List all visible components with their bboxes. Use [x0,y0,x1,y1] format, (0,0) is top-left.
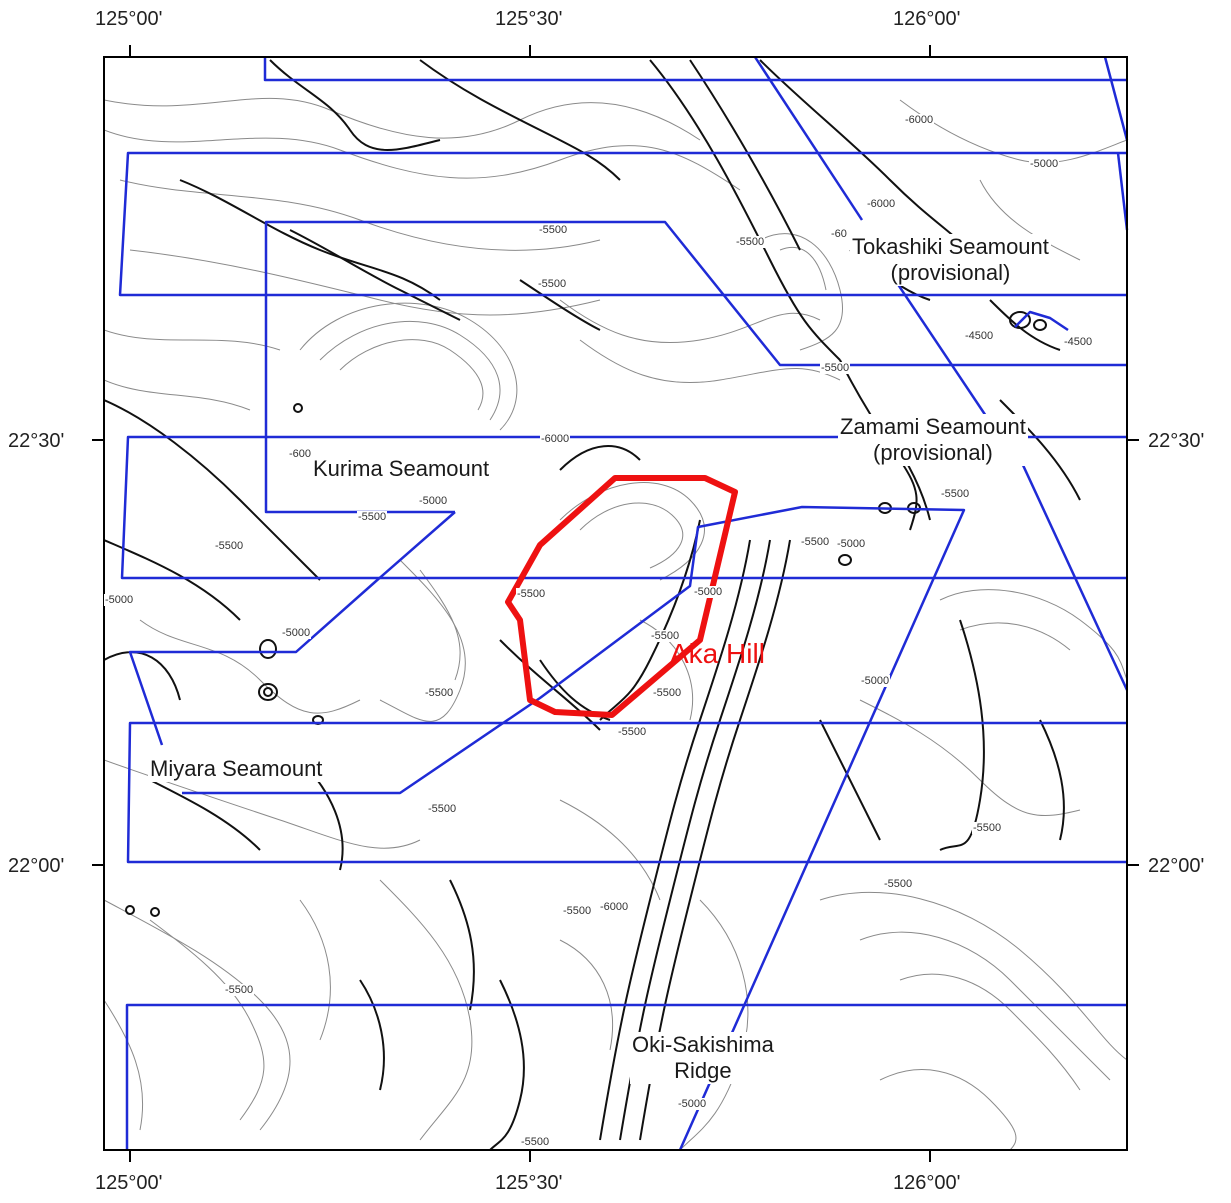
depth-label: -5000 [1029,158,1060,170]
depth-label: -5000 [418,495,449,507]
feature-label-kurima: Kurima Seamount [311,456,492,482]
depth-label: -5500 [883,878,914,890]
lon-label-bottom-125-30: 125°30' [495,1172,563,1194]
contours-minor [104,97,1127,1150]
lat-label-left-22-00: 22°00' [8,855,65,877]
depth-label: -6000 [866,198,897,210]
lon-label-top-125-30: 125°30' [495,8,563,30]
depth-label: -5500 [537,278,568,290]
lat-label-right-22-30: 22°30' [1148,430,1205,452]
lon-label-top-125-00: 125°00' [95,8,163,30]
survey-track-lines [118,56,1129,1151]
depth-label: -6000 [599,901,630,913]
depth-label: -5500 [650,630,681,642]
depth-label: -5500 [424,687,455,699]
lon-label-top-126-00: 126°00' [893,8,961,30]
depth-label: -60 [830,228,848,240]
depth-label: -5000 [860,675,891,687]
depth-label: -5000 [104,594,135,606]
oki-sakishima-line2: Ridge [674,1058,732,1083]
tokashiki-note: (provisional) [890,260,1011,285]
feature-label-tokashiki: Tokashiki Seamount (provisional) [850,234,1051,286]
feature-label-aka-hill: Aka Hill [670,638,765,669]
depth-label: -5500 [538,224,569,236]
depth-label: -6000 [904,114,935,126]
lat-label-right-22-00: 22°00' [1148,855,1205,877]
depth-label: -4500 [964,330,995,342]
depth-label: -5500 [652,687,683,699]
depth-label: -5500 [735,236,766,248]
depth-label: -5500 [357,511,388,523]
oki-sakishima-line1: Oki-Sakishima [632,1032,774,1057]
depth-label: -5500 [214,540,245,552]
depth-label: -5500 [972,822,1003,834]
depth-label: -5500 [224,984,255,996]
lon-label-bottom-125-00: 125°00' [95,1172,163,1194]
depth-label: -5000 [677,1098,708,1110]
depth-label: -6000 [540,433,571,445]
lat-label-left-22-30: 22°30' [8,430,65,452]
depth-label: -5000 [836,538,867,550]
depth-label: -5500 [820,362,851,374]
aka-hill-outline [505,475,738,718]
depth-label: -5500 [617,726,648,738]
feature-label-miyara: Miyara Seamount [148,756,325,782]
lon-label-bottom-126-00: 126°00' [893,1172,961,1194]
depth-label: -5500 [940,488,971,500]
tokashiki-name: Tokashiki Seamount [852,234,1049,259]
depth-label: -5500 [520,1136,551,1148]
depth-label: -5000 [281,627,312,639]
depth-label: -5500 [516,588,547,600]
feature-label-zamami: Zamami Seamount (provisional) [838,414,1028,466]
zamami-note: (provisional) [873,440,993,465]
depth-label: -5500 [427,803,458,815]
depth-label: -600 [288,448,313,460]
depth-label: -5500 [800,536,831,548]
zamami-name: Zamami Seamount [840,414,1026,439]
depth-label: -5000 [693,586,724,598]
depth-label: -4500 [1063,336,1094,348]
graticule-ticks [92,45,1139,1162]
feature-label-oki-sakishima: Oki-Sakishima Ridge [630,1032,776,1084]
depth-label: -5500 [562,905,593,917]
